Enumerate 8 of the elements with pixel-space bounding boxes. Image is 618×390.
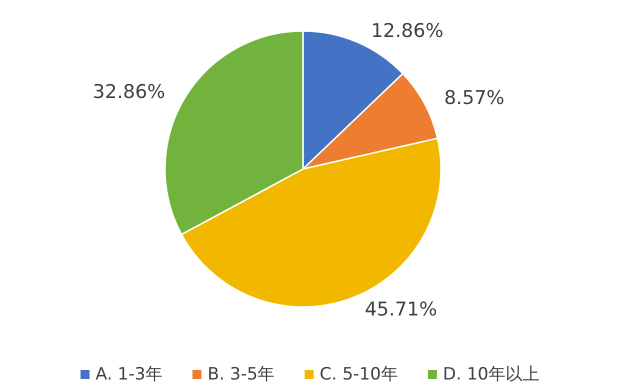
legend-label: B. 3-5年 [207, 364, 275, 384]
data-label: 8.57% [444, 86, 504, 109]
legend-label: D. 10年以上 [442, 364, 540, 384]
legend-label: A. 1-3年 [96, 364, 162, 384]
data-label: 32.86% [92, 81, 166, 104]
legend-label: C. 5-10年 [320, 364, 398, 384]
data-label: 45.71% [364, 298, 438, 320]
data-label: 12.86% [370, 20, 444, 42]
